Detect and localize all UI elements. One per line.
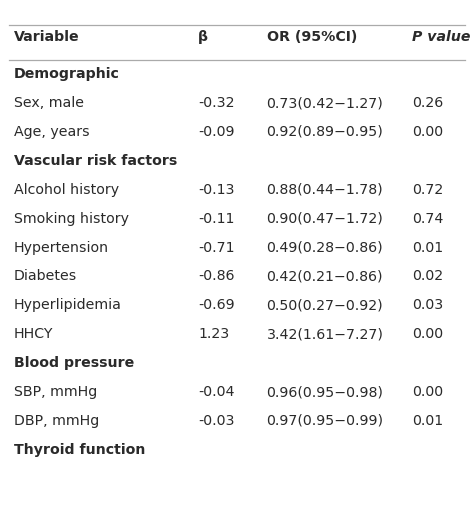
Text: 0.03: 0.03 xyxy=(412,298,444,312)
Text: -0.32: -0.32 xyxy=(198,96,235,110)
Text: 0.00: 0.00 xyxy=(412,327,443,342)
Text: -0.04: -0.04 xyxy=(198,385,235,399)
Text: 3.42(1.61−7.27): 3.42(1.61−7.27) xyxy=(266,327,383,342)
Text: -0.03: -0.03 xyxy=(198,414,235,428)
Text: 0.72: 0.72 xyxy=(412,183,444,197)
Text: Hypertension: Hypertension xyxy=(14,241,109,254)
Text: Thyroid function: Thyroid function xyxy=(14,443,146,457)
Text: -0.69: -0.69 xyxy=(198,298,235,312)
Text: Alcohol history: Alcohol history xyxy=(14,183,119,197)
Text: OR (95%CI): OR (95%CI) xyxy=(266,30,357,44)
Text: 0.74: 0.74 xyxy=(412,212,444,226)
Text: 1.23: 1.23 xyxy=(198,327,229,342)
Text: -0.09: -0.09 xyxy=(198,125,235,139)
Text: 0.88(0.44−1.78): 0.88(0.44−1.78) xyxy=(266,183,383,197)
Text: Age, years: Age, years xyxy=(14,125,90,139)
Text: Hyperlipidemia: Hyperlipidemia xyxy=(14,298,122,312)
Text: 0.96(0.95−0.98): 0.96(0.95−0.98) xyxy=(266,385,383,399)
Text: DBP, mmHg: DBP, mmHg xyxy=(14,414,99,428)
Text: 0.50(0.27−0.92): 0.50(0.27−0.92) xyxy=(266,298,383,312)
Text: 0.01: 0.01 xyxy=(412,241,443,254)
Text: 0.00: 0.00 xyxy=(412,385,443,399)
Text: -0.13: -0.13 xyxy=(198,183,235,197)
Text: β: β xyxy=(198,30,208,44)
Text: Variable: Variable xyxy=(14,30,80,44)
Text: Smoking history: Smoking history xyxy=(14,212,129,226)
Text: 0.00: 0.00 xyxy=(412,125,443,139)
Text: Demographic: Demographic xyxy=(14,67,120,81)
Text: Diabetes: Diabetes xyxy=(14,269,77,283)
Text: 0.92(0.89−0.95): 0.92(0.89−0.95) xyxy=(266,125,383,139)
Text: 0.97(0.95−0.99): 0.97(0.95−0.99) xyxy=(266,414,383,428)
Text: 0.42(0.21−0.86): 0.42(0.21−0.86) xyxy=(266,269,383,283)
Text: Vascular risk factors: Vascular risk factors xyxy=(14,154,177,168)
Text: HHCY: HHCY xyxy=(14,327,54,342)
Text: -0.86: -0.86 xyxy=(198,269,235,283)
Text: 0.90(0.47−1.72): 0.90(0.47−1.72) xyxy=(266,212,383,226)
Text: SBP, mmHg: SBP, mmHg xyxy=(14,385,97,399)
Text: -0.71: -0.71 xyxy=(198,241,235,254)
Text: 0.49(0.28−0.86): 0.49(0.28−0.86) xyxy=(266,241,383,254)
Text: -0.11: -0.11 xyxy=(198,212,235,226)
Text: 0.01: 0.01 xyxy=(412,414,443,428)
Text: 0.26: 0.26 xyxy=(412,96,444,110)
Text: 0.02: 0.02 xyxy=(412,269,443,283)
Text: Blood pressure: Blood pressure xyxy=(14,356,134,370)
Text: Sex, male: Sex, male xyxy=(14,96,84,110)
Text: 0.73(0.42−1.27): 0.73(0.42−1.27) xyxy=(266,96,383,110)
Text: P value: P value xyxy=(412,30,471,44)
